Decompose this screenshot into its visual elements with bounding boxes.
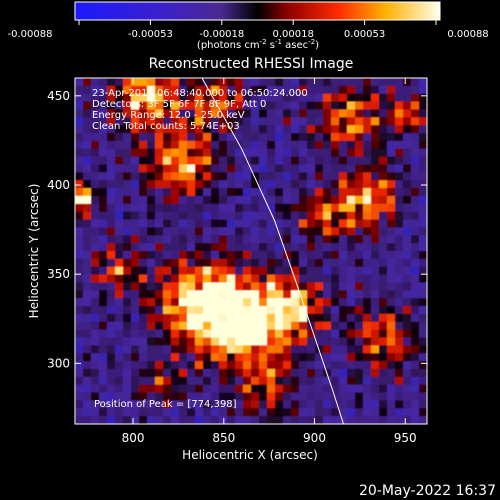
x-tick-label: 850 bbox=[212, 431, 235, 445]
y-tick-label: 450 bbox=[47, 89, 70, 103]
colorbar-tick-label: 0.00018 bbox=[273, 29, 314, 40]
annotation-line: Detectors: 3F 5F 6F 7F 8F 9F, Att 0 bbox=[92, 99, 266, 110]
annotation-line: 23-Apr-2015 06:48:40.000 to 06:50:24.000 bbox=[92, 88, 308, 99]
annotation-line: Clean Total counts: 5.74E+03 bbox=[92, 121, 240, 132]
x-tick-label: 950 bbox=[394, 431, 417, 445]
rhessi-image bbox=[75, 78, 427, 424]
footer-date: 20-May-2022 16:37 bbox=[359, 483, 496, 499]
colorbar-tick-label: 0.00053 bbox=[344, 29, 385, 40]
x-axis-label: Heliocentric X (arcsec) bbox=[182, 448, 318, 462]
image-title: Reconstructed RHESSI Image bbox=[149, 56, 354, 72]
image-annotations: 23-Apr-2015 06:48:40.000 to 06:50:24.000… bbox=[92, 88, 308, 132]
axis-ticks bbox=[75, 78, 427, 424]
colorbar-tick-label: -0.00088 bbox=[8, 29, 53, 40]
plot-frame bbox=[74, 77, 428, 425]
x-tick-labels: 800 850 900 950 bbox=[122, 431, 417, 445]
x-tick-label: 900 bbox=[303, 431, 326, 445]
y-axis-label: Heliocentric Y (arcsec) bbox=[27, 184, 41, 319]
peak-position-label: Position of Peak = [774,398] bbox=[94, 399, 237, 410]
y-tick-labels: 300 350 400 450 bbox=[47, 89, 70, 371]
annotation-line: Energy Range: 12.0 - 25.0 keV bbox=[92, 110, 245, 121]
y-tick-label: 400 bbox=[47, 178, 70, 192]
colorbar-ticks bbox=[78, 20, 437, 25]
colorbar-units: (photons cm-2 s-1 asec-2) bbox=[197, 38, 319, 51]
x-tick-label: 800 bbox=[122, 431, 145, 445]
colorbar-tick-label: -0.00018 bbox=[199, 29, 244, 40]
colorbar-tick-labels: -0.00088 -0.00053 -0.00018 0.00018 0.00053 0.… bbox=[8, 29, 489, 40]
colorbar bbox=[74, 1, 441, 21]
colorbar-tick-label: -0.00053 bbox=[128, 29, 173, 40]
y-tick-label: 300 bbox=[47, 356, 70, 370]
y-tick-label: 350 bbox=[47, 267, 70, 281]
solar-limb-line bbox=[201, 78, 344, 424]
colorbar-tick-label: 0.00088 bbox=[447, 29, 488, 40]
